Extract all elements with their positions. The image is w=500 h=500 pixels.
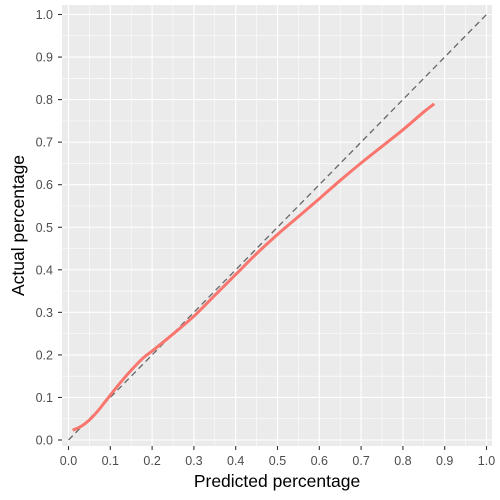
x-tick-label: 0.1 [102, 454, 119, 468]
x-tick-label: 0.6 [311, 454, 328, 468]
y-tick-label: 0.8 [36, 93, 53, 107]
y-tick-label: 0.2 [36, 348, 53, 362]
x-axis-title: Predicted percentage [194, 471, 360, 491]
x-tick-label: 0.5 [269, 454, 286, 468]
x-tick-label: 0.0 [60, 454, 77, 468]
y-tick-label: 0.7 [36, 136, 53, 150]
y-tick-label: 0.4 [36, 263, 53, 277]
y-tick-label: 0.9 [36, 51, 53, 65]
x-tick-label: 0.4 [227, 454, 244, 468]
y-tick-label: 1.0 [36, 8, 53, 22]
x-tick-label: 0.7 [352, 454, 369, 468]
y-axis-ticks: 0.0 0.1 0.2 0.3 0.4 0.5 0.6 0.7 0.8 0.9 1.0 [36, 8, 62, 448]
x-tick-label: 0.3 [185, 454, 202, 468]
y-tick-label: 0.5 [36, 221, 53, 235]
y-tick-label: 0.3 [36, 306, 53, 320]
x-axis-ticks: 0.0 0.1 0.2 0.3 0.4 0.5 0.6 0.7 0.8 0.9 1.0 [60, 446, 495, 468]
y-tick-label: 0.6 [36, 178, 53, 192]
y-tick-label: 0.0 [36, 434, 53, 448]
x-tick-label: 0.9 [436, 454, 453, 468]
major-gridlines [62, 5, 492, 446]
y-axis-title: Actual percentage [8, 155, 28, 296]
x-tick-label: 0.8 [394, 454, 411, 468]
x-tick-label: 0.2 [143, 454, 160, 468]
x-tick-label: 1.0 [478, 454, 495, 468]
series-line [72, 102, 436, 432]
y-tick-label: 0.1 [36, 391, 53, 405]
